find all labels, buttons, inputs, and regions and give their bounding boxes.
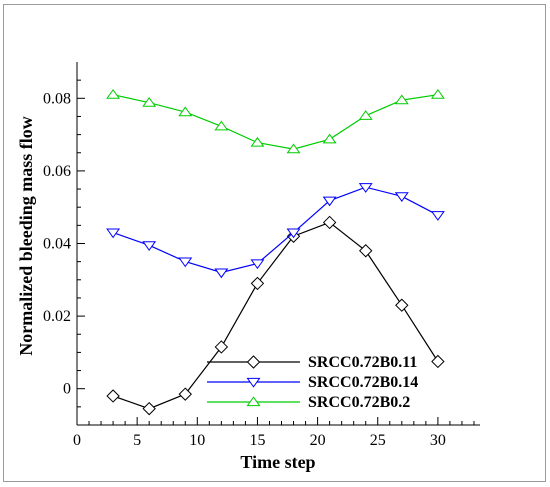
y-tick-label: 0.02: [43, 308, 71, 325]
legend: SRCC0.72B0.11 SRCC0.72B0.14 SRCC0.72B0.2: [207, 354, 418, 411]
legend-marker: [246, 377, 261, 388]
data-point: [142, 401, 156, 416]
y-axis-title: Normalized bleeding mass flow: [16, 116, 36, 355]
data-point: [286, 228, 301, 239]
data-point: [394, 94, 409, 105]
data-point: [394, 192, 409, 202]
data-point: [178, 257, 193, 268]
data-point: [322, 215, 337, 230]
legend-marker: [246, 355, 261, 369]
x-axis-title: Time step: [240, 452, 315, 472]
data-point: [250, 259, 265, 270]
data-point: [106, 389, 120, 403]
legend-label: SRCC0.72B0.2: [308, 394, 410, 411]
x-tick-label: 10: [189, 432, 205, 449]
data-point: [358, 110, 373, 120]
data-point: [431, 354, 445, 369]
data-point: [430, 89, 445, 99]
data-point: [395, 298, 409, 312]
series-2: [106, 183, 445, 279]
data-point: [359, 244, 373, 258]
y-tick-label: 0.08: [43, 90, 71, 107]
data-point: [322, 196, 337, 207]
data-point: [250, 136, 265, 147]
x-tick-label: 30: [430, 432, 446, 449]
x-tick-label: 0: [73, 432, 81, 449]
data-point: [142, 96, 157, 107]
x-tick-label: 15: [249, 432, 265, 449]
series-line: [112, 94, 438, 150]
y-tick-label: 0: [63, 381, 71, 398]
data-point: [178, 387, 192, 401]
series-3: [106, 89, 445, 154]
data-point: [178, 106, 193, 117]
legend-marker: [246, 396, 261, 407]
legend-label: SRCC0.72B0.11: [308, 354, 417, 371]
axes: 0 5 10 15 20 25 30 0 0.02 0.04 0.06 0.08: [43, 62, 480, 449]
series-layer: [106, 89, 445, 416]
data-point: [214, 340, 229, 354]
data-point: [214, 120, 229, 131]
data-point: [430, 211, 445, 221]
data-point: [322, 133, 337, 144]
y-tick-label: 0.06: [43, 163, 71, 180]
data-point: [214, 268, 229, 279]
x-tick-label: 5: [133, 432, 141, 449]
legend-item: SRCC0.72B0.2: [207, 394, 410, 411]
data-point: [142, 241, 157, 251]
data-point: [250, 276, 265, 291]
x-tick-label: 25: [370, 432, 386, 449]
chart-frame: [3, 4, 546, 482]
y-tick-label: 0.04: [43, 236, 71, 253]
data-point: [286, 143, 301, 154]
series-line: [112, 221, 439, 410]
data-point: [106, 228, 121, 239]
data-point: [358, 183, 373, 193]
x-tick-label: 20: [310, 432, 326, 449]
legend-item: SRCC0.72B0.14: [207, 374, 418, 391]
series-line: [112, 186, 439, 274]
legend-label: SRCC0.72B0.14: [308, 374, 418, 391]
data-point: [106, 89, 121, 99]
series-1: [106, 215, 445, 416]
legend-item: SRCC0.72B0.11: [207, 354, 417, 371]
